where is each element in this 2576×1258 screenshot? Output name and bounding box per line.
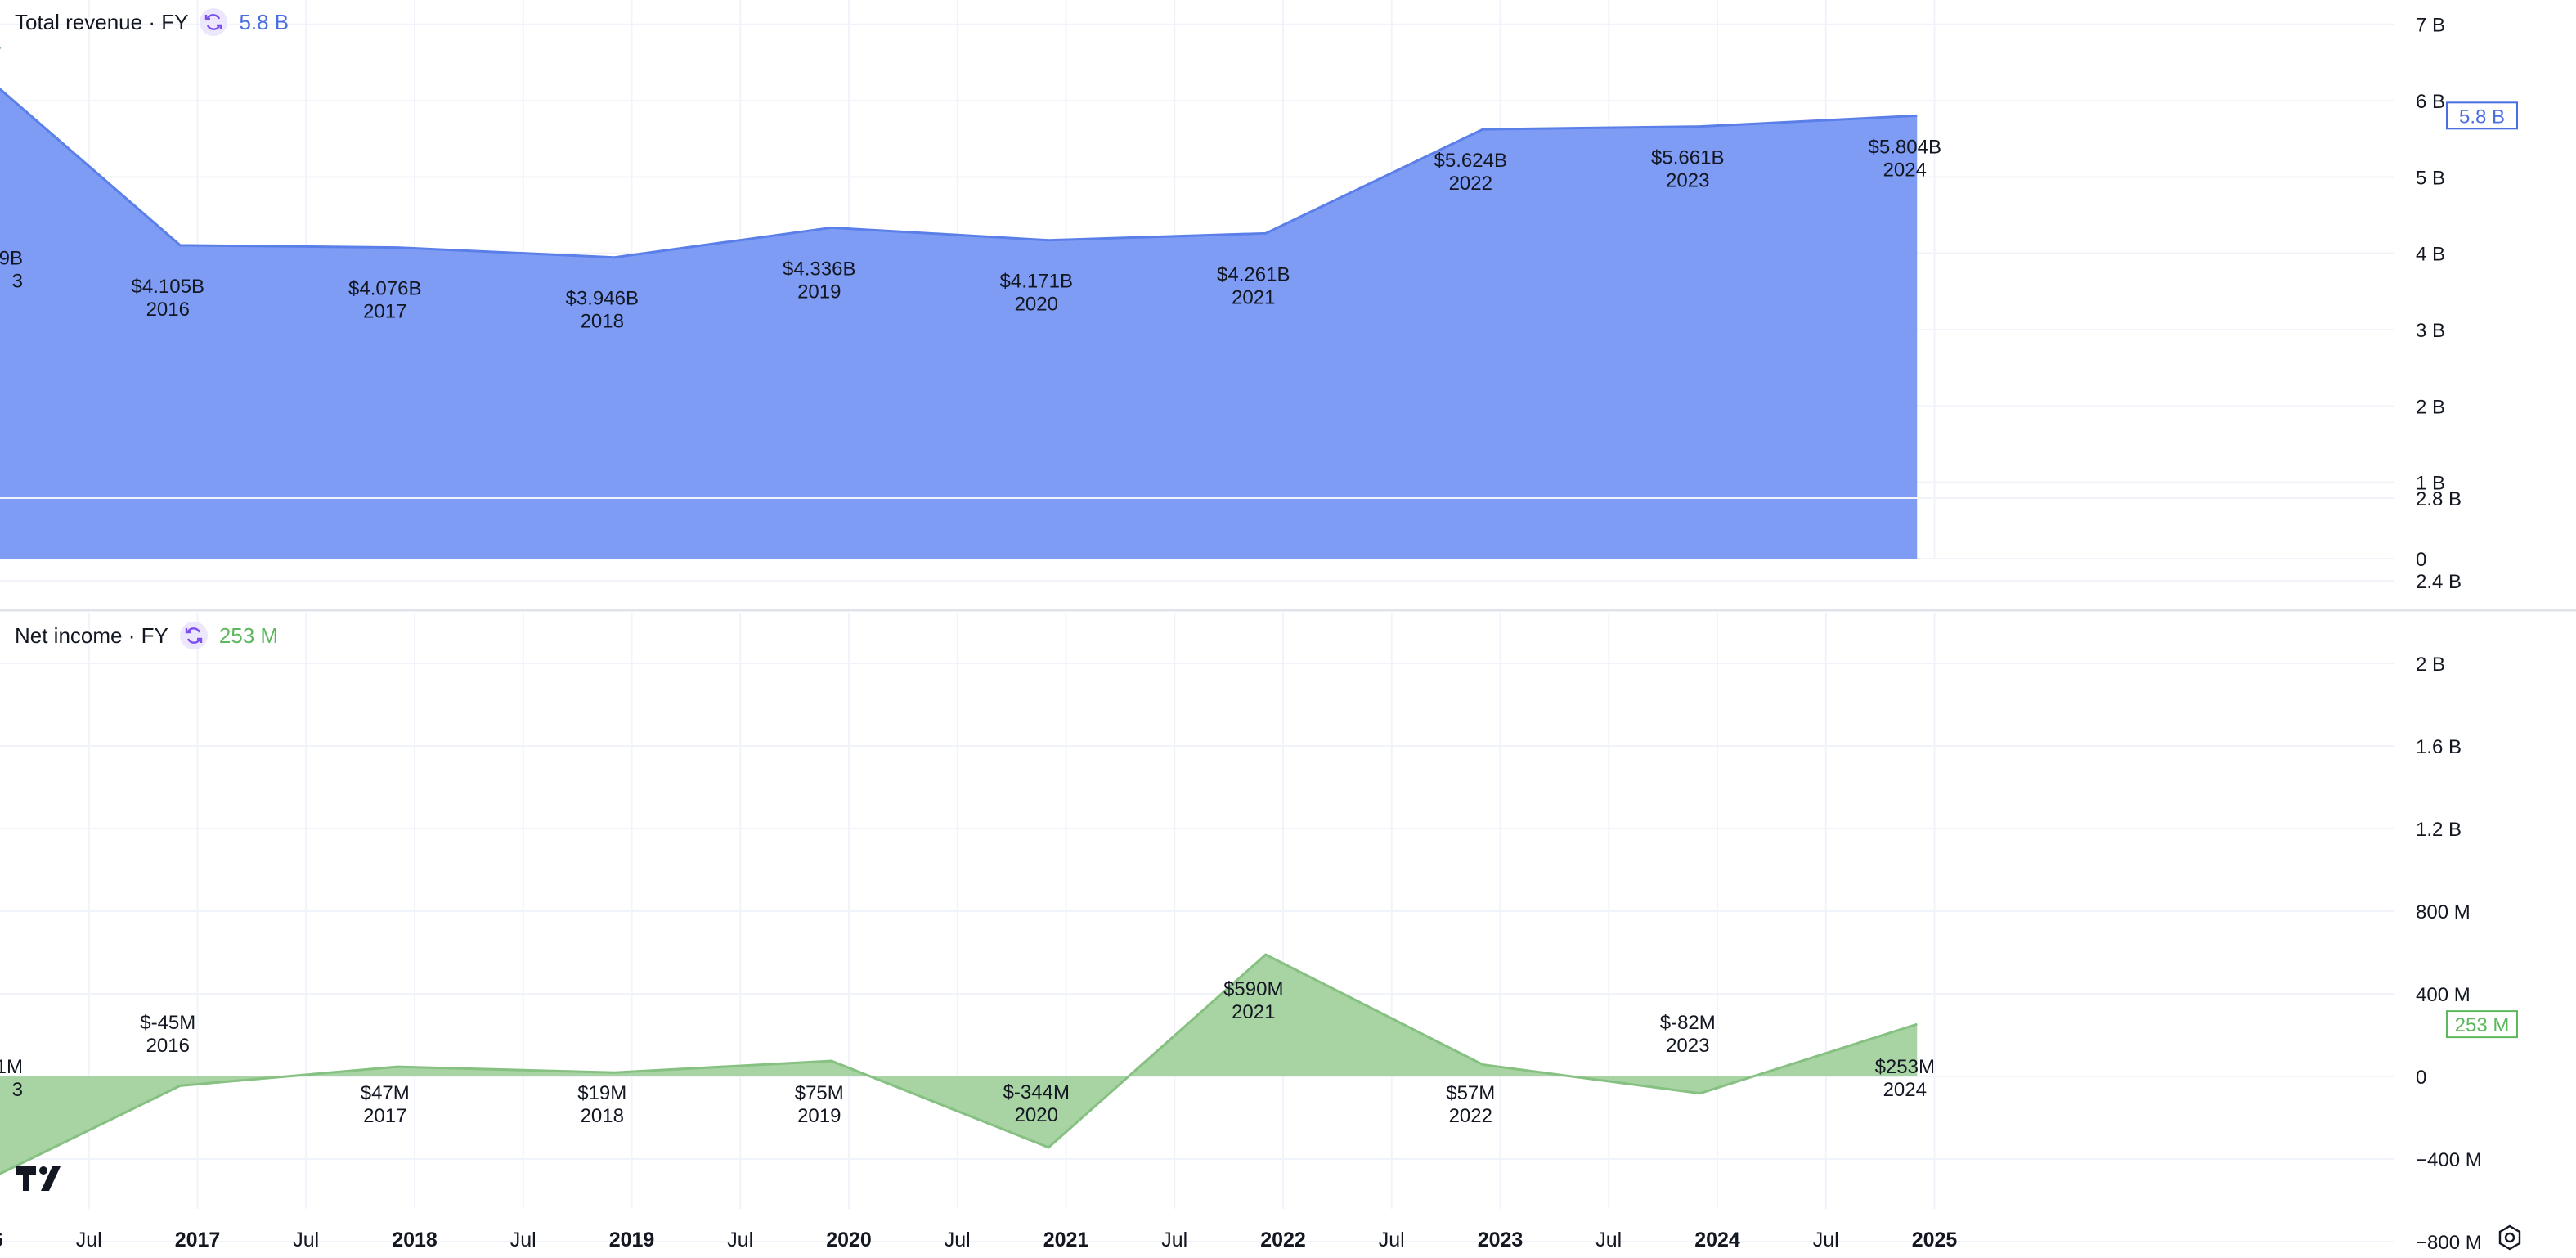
last-value-tag — [2446, 1010, 2518, 1039]
y-tick-label: 1.6 B — [2416, 736, 2462, 758]
data-label-year: 3 — [12, 1079, 23, 1101]
tradingview-logo-icon[interactable] — [16, 1165, 69, 1197]
y-tick-label: 1.2 B — [2416, 819, 2462, 841]
x-tick-label: Jul — [1379, 1229, 1405, 1251]
y-tick-label: −400 M — [2416, 1149, 2482, 1171]
data-label-year: 2016 — [146, 299, 190, 321]
data-label-year: 2018 — [581, 311, 624, 333]
data-label-value: $-82M — [1660, 1012, 1716, 1034]
x-tick-label: 2022 — [1260, 1229, 1306, 1251]
data-label-value: $5.804B — [1869, 136, 1941, 158]
y-tick-label: 4 B — [2416, 244, 2445, 266]
x-tick-label: Jul — [293, 1229, 319, 1251]
y-tick-label: 400 M — [2416, 984, 2471, 1006]
data-label-value: $75M — [795, 1082, 844, 1104]
x-tick-label: 2025 — [1912, 1229, 1958, 1251]
y-tick-label: 1 B — [2416, 473, 2445, 495]
x-tick-label: Jul — [727, 1229, 753, 1251]
y-tick-label: 2 B — [2416, 654, 2445, 676]
revenue-line — [0, 87, 1918, 259]
sync-icon[interactable] — [179, 622, 208, 649]
net-income-current-value: 253 M — [218, 622, 279, 648]
x-tick-label: Jul — [510, 1229, 536, 1251]
data-label-value: $5.624B — [1434, 150, 1507, 172]
x-tick-label: 2021 — [1043, 1229, 1089, 1251]
data-label-value: $-344M — [1003, 1081, 1070, 1103]
data-label-value: $590M — [1223, 978, 1283, 1000]
x-tick-label: 2016 — [0, 1229, 3, 1251]
data-label-year: 2017 — [363, 1105, 406, 1127]
y-tick-label: 0 — [2416, 1067, 2426, 1089]
data-label-value: $4.171B — [1000, 271, 1073, 293]
y-tick-label: 0 — [2416, 549, 2426, 571]
data-label-value: $4.261B — [1217, 263, 1290, 285]
data-label-year: 2020 — [1015, 1104, 1058, 1126]
net-income-legend: Net income · FY 253 M — [15, 622, 278, 649]
data-label-year: 2023 — [1666, 170, 1709, 192]
x-tick-label: 2024 — [1694, 1229, 1740, 1251]
y-tick-label: 800 M — [2416, 901, 2471, 923]
data-label-year: 2022 — [1449, 1105, 1492, 1127]
y-tick-label: 3 B — [2416, 320, 2445, 342]
last-value-tag-label: 253 M — [2455, 1014, 2510, 1036]
data-label-value: 1M — [0, 1056, 23, 1078]
data-label-year: 2022 — [1449, 173, 1492, 195]
x-tick-label: Jul — [1813, 1229, 1839, 1251]
settings-icon[interactable] — [2496, 1224, 2524, 1256]
data-label-value: 9B — [0, 247, 23, 269]
y-tick-label: 5 B — [2416, 167, 2445, 189]
data-label-value: $47M — [361, 1082, 410, 1104]
data-label-year: 2020 — [1015, 294, 1058, 316]
x-tick-label: Jul — [945, 1229, 971, 1251]
net-income-line — [0, 47, 1918, 1175]
data-label-year: 2024 — [1883, 159, 1927, 181]
x-tick-label: Jul — [1161, 1229, 1187, 1251]
revenue-current-value: 5.8 B — [239, 9, 289, 34]
data-label-year: 2021 — [1232, 286, 1275, 308]
data-label-value: $5.661B — [1651, 147, 1724, 169]
data-label-value: $3.946B — [566, 288, 639, 310]
data-label-value: $4.336B — [783, 258, 855, 280]
x-tick-label: Jul — [76, 1229, 102, 1251]
x-tick-label: 2019 — [609, 1229, 655, 1251]
y-tick-label: 2.4 B — [2416, 571, 2462, 593]
data-label-year: 2019 — [797, 281, 841, 303]
data-label-year: 2017 — [363, 301, 406, 323]
x-tick-label: 2023 — [1478, 1229, 1524, 1251]
data-label-value: $19M — [577, 1082, 626, 1104]
data-label-year: 3 — [12, 270, 23, 292]
data-label-year: 2018 — [581, 1105, 624, 1127]
data-label-value: $57M — [1446, 1082, 1495, 1104]
x-tick-label: 2018 — [392, 1229, 438, 1251]
revenue-title: Total revenue · FY — [15, 9, 189, 34]
data-label-year: 2016 — [146, 1035, 190, 1057]
data-label-value: $4.076B — [348, 278, 421, 300]
data-label-year: 2021 — [1232, 1001, 1275, 1023]
data-label-year: 2024 — [1883, 1079, 1927, 1101]
x-tick-label: 2017 — [175, 1229, 221, 1251]
y-tick-label: −800 M — [2416, 1232, 2482, 1254]
y-tick-label: 6 B — [2416, 91, 2445, 113]
revenue-area — [0, 0, 1918, 559]
last-value-tag — [2446, 101, 2518, 130]
y-tick-label: 7 B — [2416, 15, 2445, 37]
data-label-value: $4.105B — [132, 276, 204, 298]
data-label-value: $-45M — [140, 1012, 195, 1034]
net-income-title: Net income · FY — [15, 622, 168, 648]
x-tick-label: Jul — [1595, 1229, 1622, 1251]
data-label-year: 2023 — [1666, 1035, 1709, 1057]
revenue-legend: Total revenue · FY 5.8 B — [15, 8, 289, 36]
x-tick-label: 2020 — [826, 1229, 872, 1251]
data-label-year: 2019 — [797, 1105, 841, 1127]
y-tick-label: 2 B — [2416, 396, 2445, 418]
sync-icon[interactable] — [200, 8, 228, 36]
y-tick-label: 2.8 B — [2416, 488, 2462, 510]
data-label-value: $253M — [1875, 1056, 1935, 1078]
last-value-tag-label: 5.8 B — [2459, 106, 2505, 128]
